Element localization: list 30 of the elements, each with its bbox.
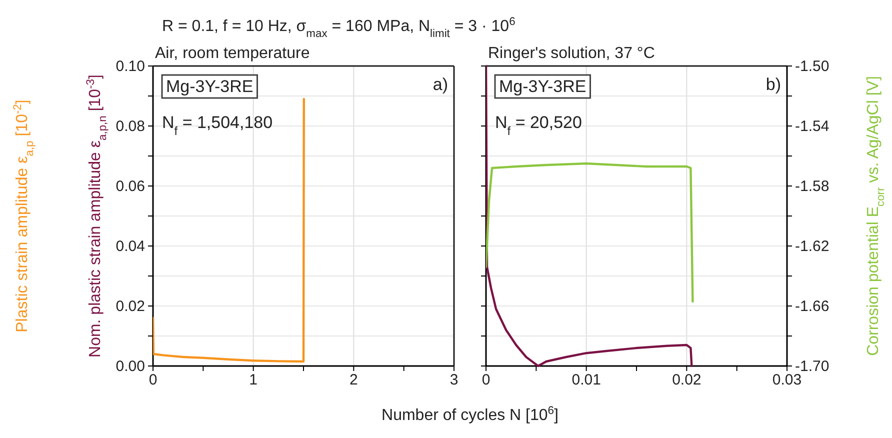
y-tick-label: 0.02 — [116, 298, 145, 315]
chart-title: R = 0.1, f = 10 Hz, σ$_{max}$ = 160 MPa, N$_{limit}$ = 3 · 10$^{6}$ — [162, 16, 516, 40]
annotation: Mg-3Y-3RE — [499, 77, 586, 96]
y-tick-label: 0.08 — [116, 118, 145, 135]
line-series — [486, 162, 694, 303]
text: -1.66 — [795, 298, 830, 315]
x-axis-title: Number of cycles N [10$^{6}$] — [382, 405, 558, 424]
annotation: b) — [766, 75, 781, 94]
y-tick-label: 0.06 — [116, 178, 145, 195]
x-tick-label: 0 — [148, 372, 158, 389]
chart-subtitle: Ringer's solution, 37 °C — [488, 45, 655, 62]
text: -1.50 — [795, 58, 830, 75]
chart-subtitle: Air, room temperature — [155, 45, 310, 62]
text: -1.54 — [795, 118, 830, 135]
annotation: a) — [432, 75, 448, 94]
x-tick-label: 2 — [349, 372, 358, 389]
x-tick-label: 1 — [249, 372, 258, 389]
x-tick-label: 0.02 — [672, 372, 702, 389]
x-tick-label: 3 — [450, 372, 458, 389]
text: 0.00 — [116, 358, 145, 375]
annotation: Mg-3Y-3RE — [166, 77, 254, 96]
x-tick-label: 0.01 — [572, 372, 601, 389]
x-tick-label: 0 — [482, 372, 490, 389]
y-tick-label: 0.04 — [116, 238, 145, 255]
y-tick-label: 0.10 — [116, 58, 145, 75]
annotation: N$_{f}$ = 1,504,180 — [162, 113, 273, 138]
annotation: N$_{f}$ = 20,520 — [495, 113, 582, 138]
text: -1.58 — [795, 178, 830, 195]
text: -1.62 — [795, 238, 830, 255]
line-series — [153, 98, 305, 363]
